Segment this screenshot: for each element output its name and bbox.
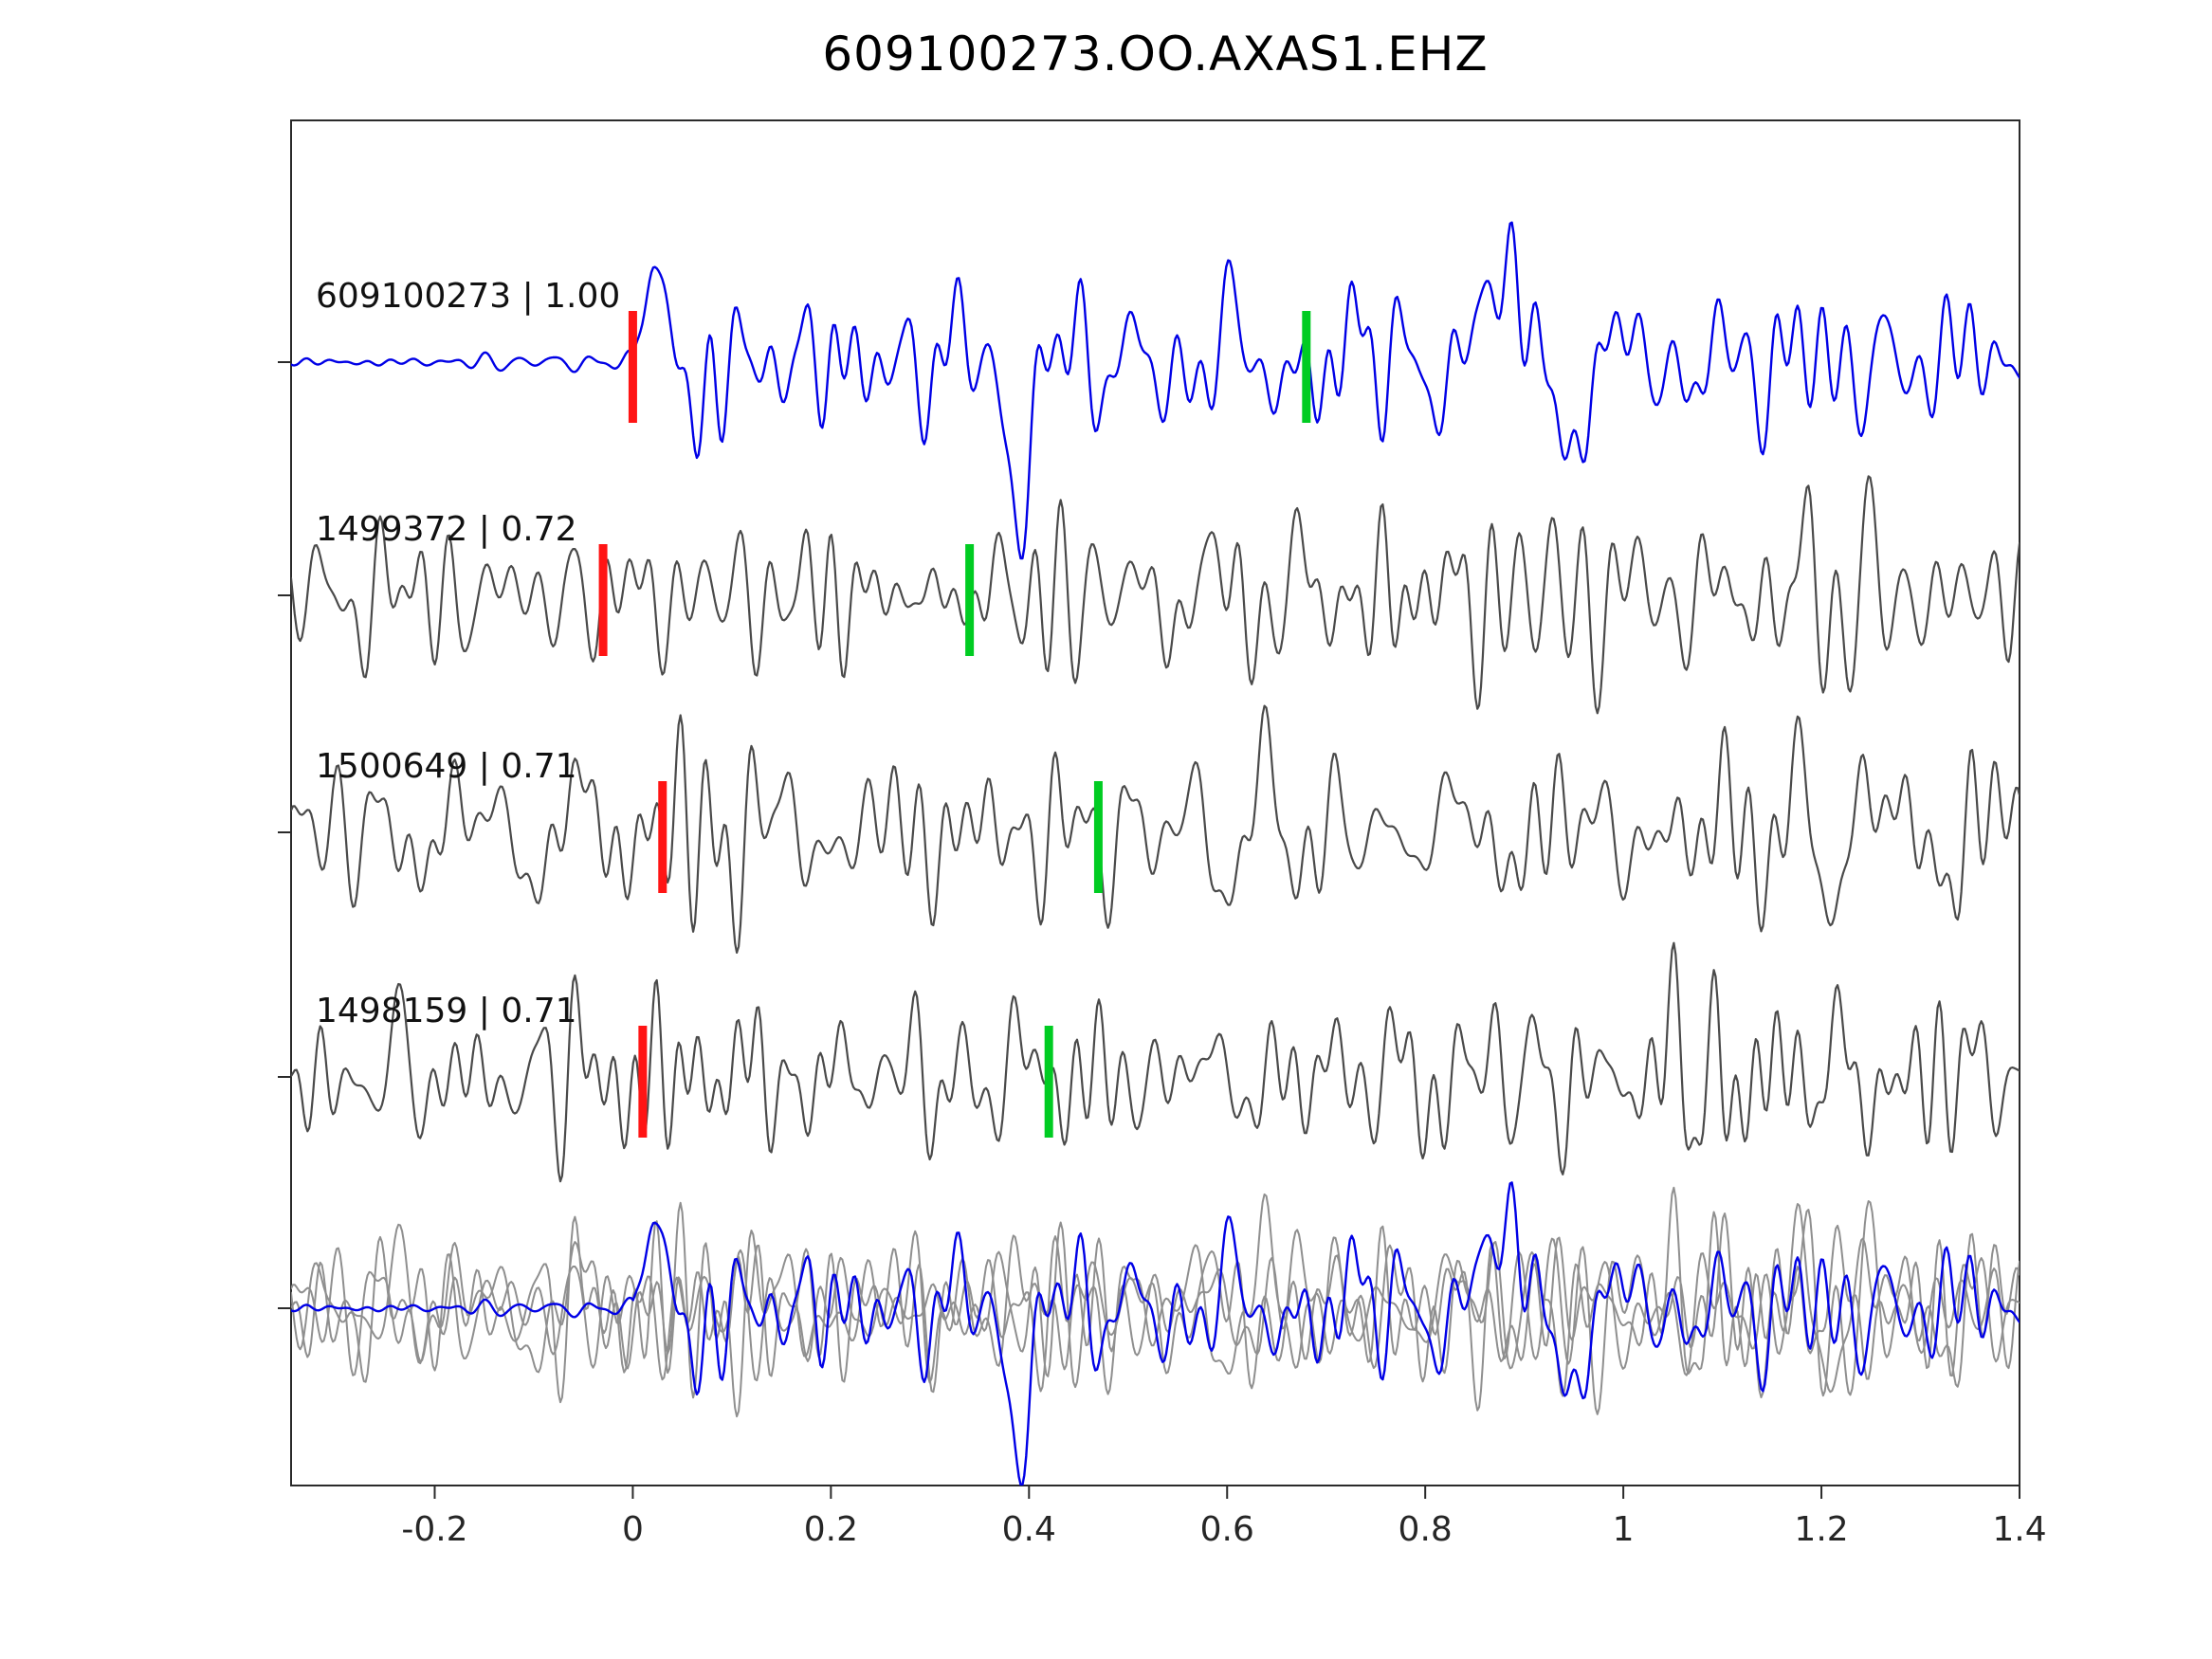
pick-marker-red — [598, 544, 608, 656]
pick-marker-green — [1302, 311, 1311, 423]
pick-marker-red — [638, 1026, 648, 1138]
waveform-1498159 — [291, 941, 2020, 1183]
x-tick-label: 0.2 — [804, 1510, 858, 1549]
trace-label-1499372: 1499372 | 0.72 — [316, 510, 577, 549]
waveform-1500649 — [291, 704, 2020, 954]
trace-label-609100273: 609100273 | 1.00 — [316, 277, 620, 316]
waveform-609100273 — [291, 221, 2020, 560]
x-tick-label: 0.6 — [1200, 1510, 1254, 1549]
pick-marker-red — [658, 781, 667, 893]
overlay-detection-1499372 — [291, 1200, 2020, 1415]
waveform-traces — [291, 221, 2020, 1486]
x-tick-label: 0.8 — [1398, 1510, 1453, 1549]
axes-box — [290, 119, 2020, 1486]
x-tick-label: -0.2 — [401, 1510, 467, 1549]
pick-marker-green — [1044, 1026, 1053, 1138]
overlay-detection-1498159 — [291, 1186, 2020, 1404]
pick-marker-red — [628, 311, 637, 423]
x-tick-label: 0 — [622, 1510, 644, 1549]
x-tick-label: 1.2 — [1794, 1510, 1848, 1549]
figure-title: 609100273.OO.AXAS1.EHZ — [822, 27, 1489, 82]
x-tick-label: 0.4 — [1002, 1510, 1056, 1549]
overlay-template-609100273 — [291, 1181, 2020, 1486]
trace-label-1498159: 1498159 | 0.71 — [316, 992, 577, 1030]
x-tick-label: 1 — [1613, 1510, 1635, 1549]
pick-marker-green — [965, 544, 975, 656]
pick-marker-green — [1093, 781, 1103, 893]
x-tick-label: 1.4 — [1992, 1510, 2046, 1549]
waveform-1499372 — [291, 475, 2020, 715]
trace-label-1500649: 1500649 | 0.71 — [316, 747, 577, 786]
